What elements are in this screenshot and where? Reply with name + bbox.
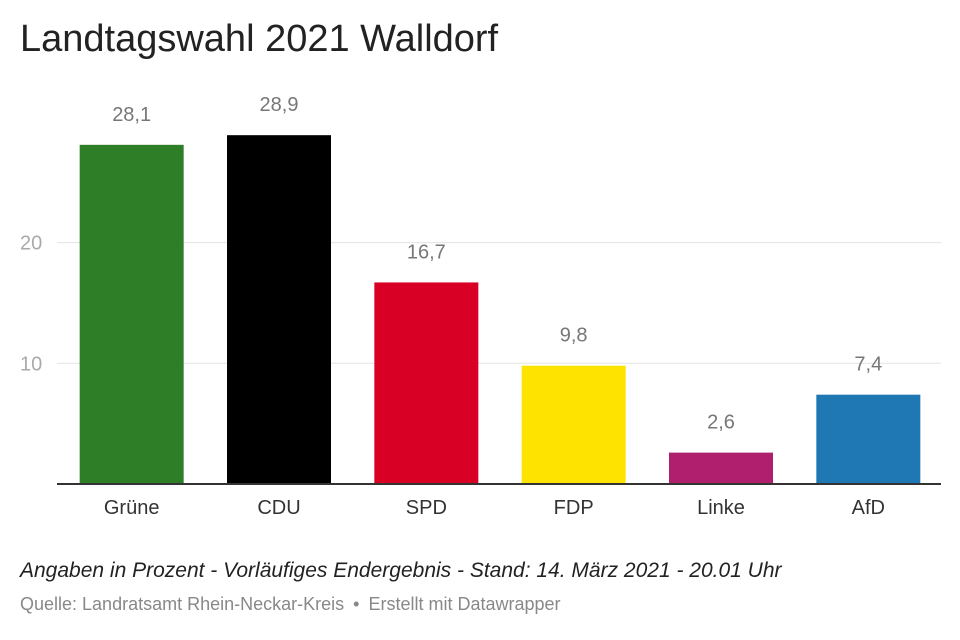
value-label-0: 28,1 [112, 104, 151, 126]
value-labels: 28,1 28,9 16,7 9,8 2,6 7,4 [112, 94, 882, 433]
grid-lines: 10 20 [20, 233, 941, 375]
x-tick-label-3: FDP [554, 497, 594, 519]
y-tick-label-10: 10 [20, 353, 42, 375]
bar-1 [227, 135, 331, 484]
value-label-1: 28,9 [260, 94, 299, 116]
bar-2 [374, 282, 479, 484]
bar-5 [816, 394, 921, 484]
bars [79, 135, 921, 484]
x-tick-label-1: CDU [257, 497, 300, 519]
x-tick-label-0: Grüne [104, 497, 160, 519]
bar-4 [669, 452, 773, 484]
x-tick-label-4: Linke [697, 497, 745, 519]
y-tick-label-20: 20 [20, 233, 42, 255]
x-tick-label-2: SPD [406, 497, 447, 519]
bar-3 [521, 365, 626, 484]
source-separator: • [353, 594, 360, 614]
bar-0 [79, 144, 184, 484]
value-label-5: 7,4 [854, 354, 882, 376]
chart-title: Landtagswahl 2021 Walldorf [20, 18, 499, 60]
value-label-2: 16,7 [407, 241, 446, 263]
value-label-4: 2,6 [707, 412, 735, 434]
x-tick-labels: Grüne CDU SPD FDP Linke AfD [104, 497, 885, 519]
bar-chart: 10 20 28,1 28,9 16,7 9,8 2,6 7,4 Grüne CDU SPD FD… [20, 94, 941, 519]
source-text: Quelle: Landratsamt Rhein-Neckar-Kreis [20, 594, 345, 614]
chart-source: Quelle: Landratsamt Rhein-Neckar-Kreis •… [20, 594, 561, 615]
credit-text: Erstellt mit Datawrapper [368, 594, 561, 614]
chart-note: Angaben in Prozent - Vorläufiges Enderge… [20, 559, 782, 582]
x-tick-label-5: AfD [852, 497, 885, 519]
value-label-3: 9,8 [560, 325, 588, 347]
